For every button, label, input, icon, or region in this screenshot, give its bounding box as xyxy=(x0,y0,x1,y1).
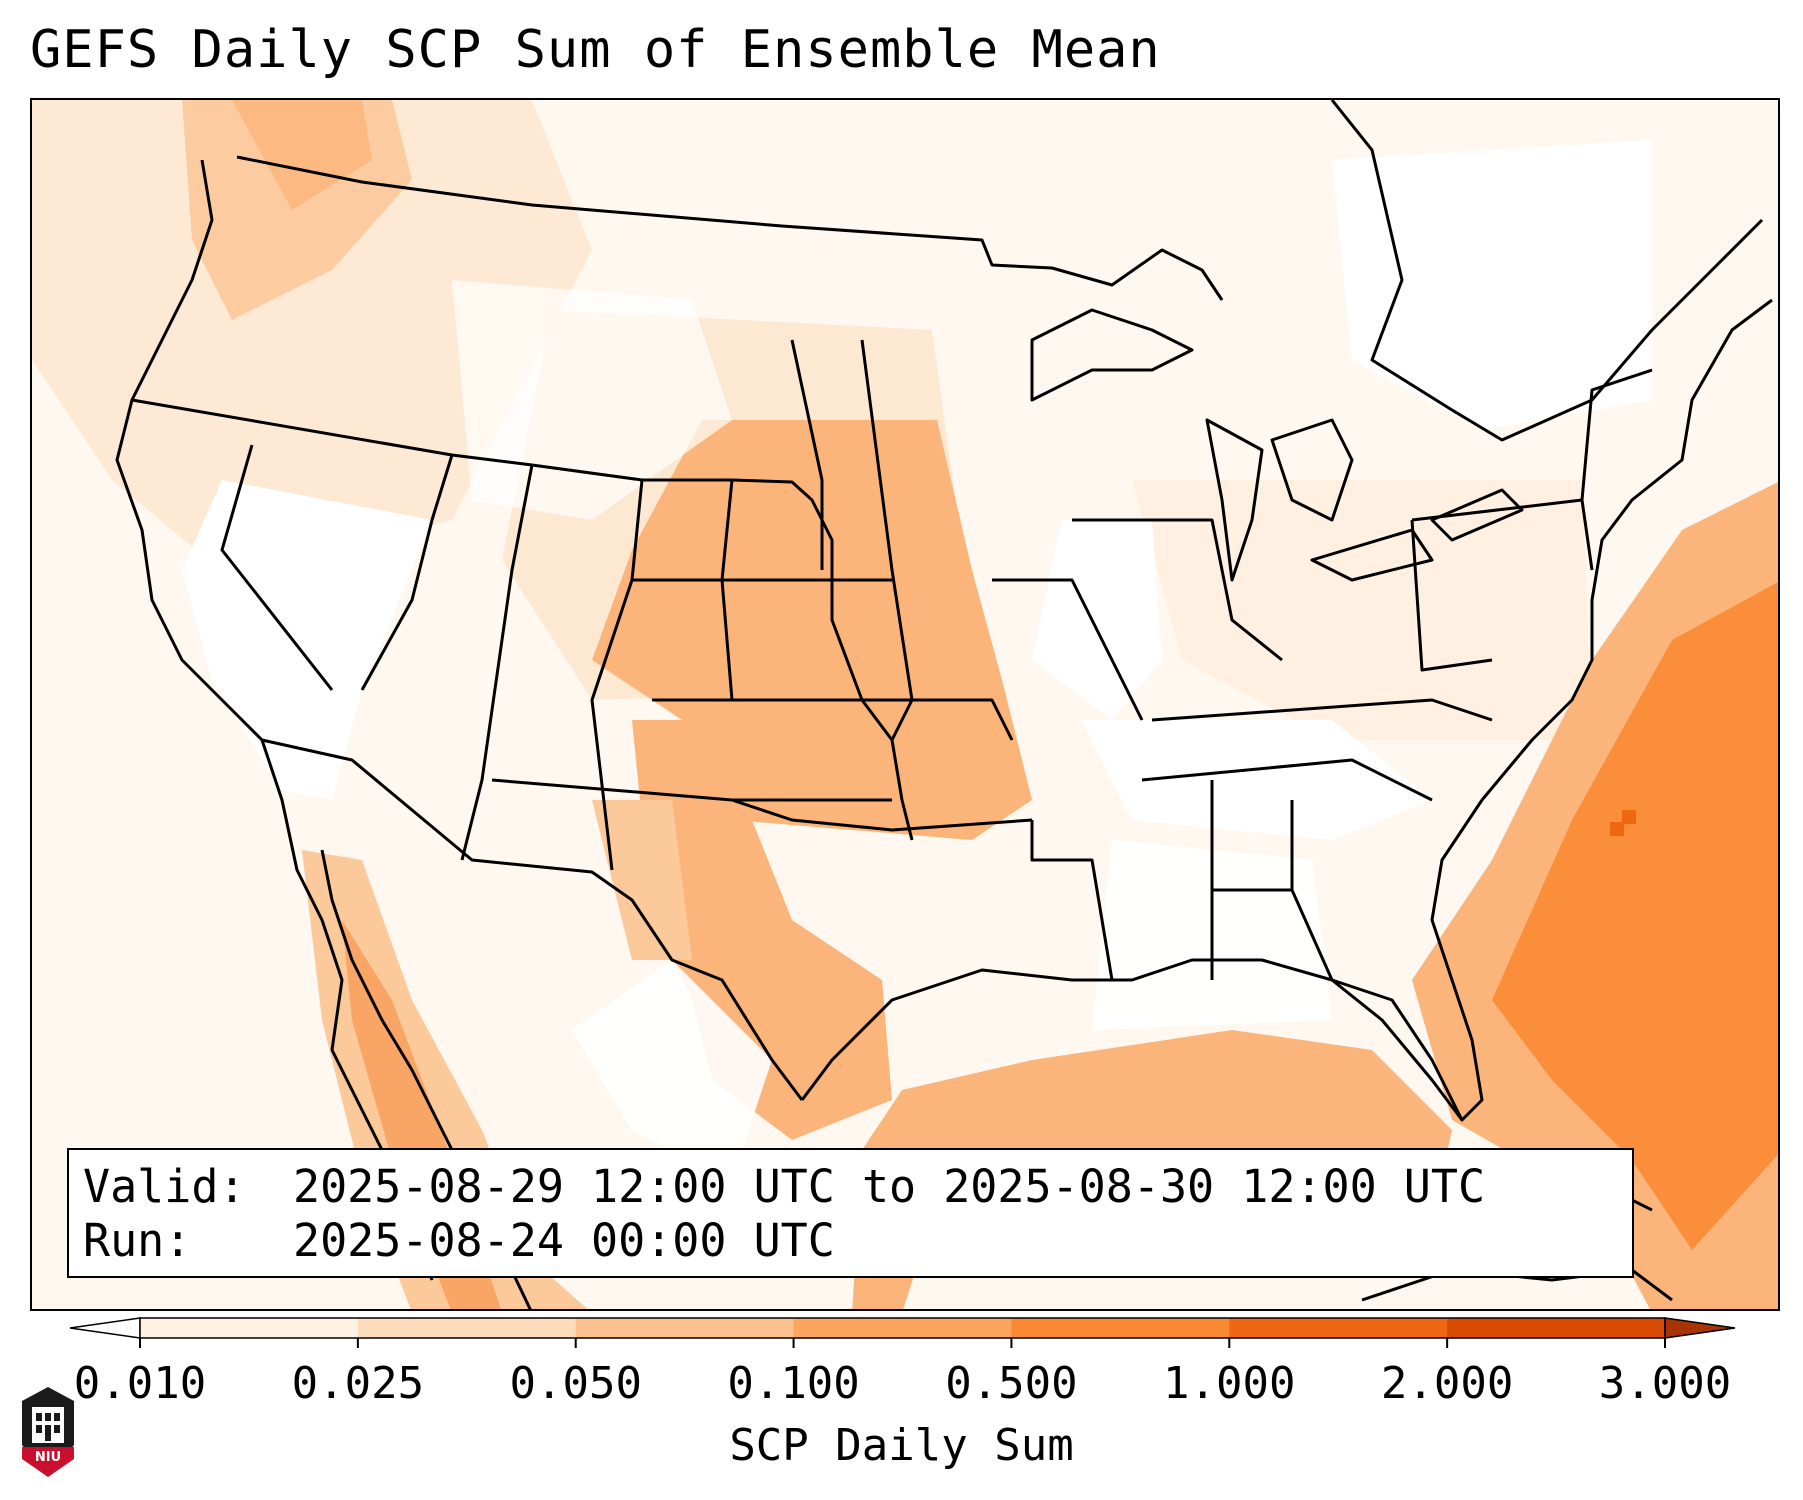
map-title: GEFS Daily SCP Sum of Ensemble Mean xyxy=(30,20,1161,80)
colorbar-tick-label: 3.000 xyxy=(1598,1358,1732,1409)
map-canvas xyxy=(32,100,1778,1309)
niu-logo-text: NIU xyxy=(35,1450,61,1465)
colorbar-tick-label: 0.100 xyxy=(727,1358,860,1409)
colorbar-tick-labels: 0.010 0.025 0.050 0.100 0.500 1.000 2.000 3.000 xyxy=(0,1358,1803,1418)
valid-label: Valid: xyxy=(83,1160,246,1213)
scp-shading xyxy=(32,100,1778,1309)
colorbar-segment xyxy=(793,1318,1012,1338)
colorbar-tick-label: 0.010 xyxy=(73,1358,207,1409)
run-value: 2025-08-24 00:00 UTC xyxy=(293,1214,835,1267)
colorbar-segment xyxy=(1229,1318,1448,1338)
valid-value: 2025-08-29 12:00 UTC to 2025-08-30 12:00… xyxy=(293,1160,1486,1213)
colorbar-segment xyxy=(357,1318,577,1338)
colorbar-tick-label: 0.500 xyxy=(945,1358,1078,1409)
validity-info-box: Valid: 2025-08-29 12:00 UTC to 2025-08-30… xyxy=(67,1148,1634,1278)
colorbar-segment xyxy=(1447,1318,1666,1338)
colorbar-segment xyxy=(575,1318,795,1338)
colorbar-over-extension xyxy=(1664,1317,1736,1339)
colorbar-segments xyxy=(69,1317,1736,1339)
colorbar-segment xyxy=(1011,1318,1230,1338)
colorbar-tick-label: 1.000 xyxy=(1163,1358,1296,1409)
colorbar-tick-marks xyxy=(139,1338,1666,1348)
map-panel xyxy=(30,98,1780,1311)
run-label: Run: xyxy=(83,1214,192,1267)
colorbar-segment xyxy=(140,1318,359,1338)
colorbar-under-extension xyxy=(69,1317,141,1339)
colorbar-label: SCP Daily Sum xyxy=(729,1420,1074,1471)
coastline-and-borders xyxy=(115,100,1773,1309)
colorbar-tick-label: 0.025 xyxy=(291,1358,425,1409)
colorbar-outline xyxy=(139,1317,1666,1339)
colorbar-tick-label: 2.000 xyxy=(1380,1358,1514,1409)
colorbar xyxy=(69,1317,1736,1348)
colorbar-tick-label: 0.050 xyxy=(509,1358,642,1409)
niu-logo: NIU xyxy=(22,1387,74,1477)
